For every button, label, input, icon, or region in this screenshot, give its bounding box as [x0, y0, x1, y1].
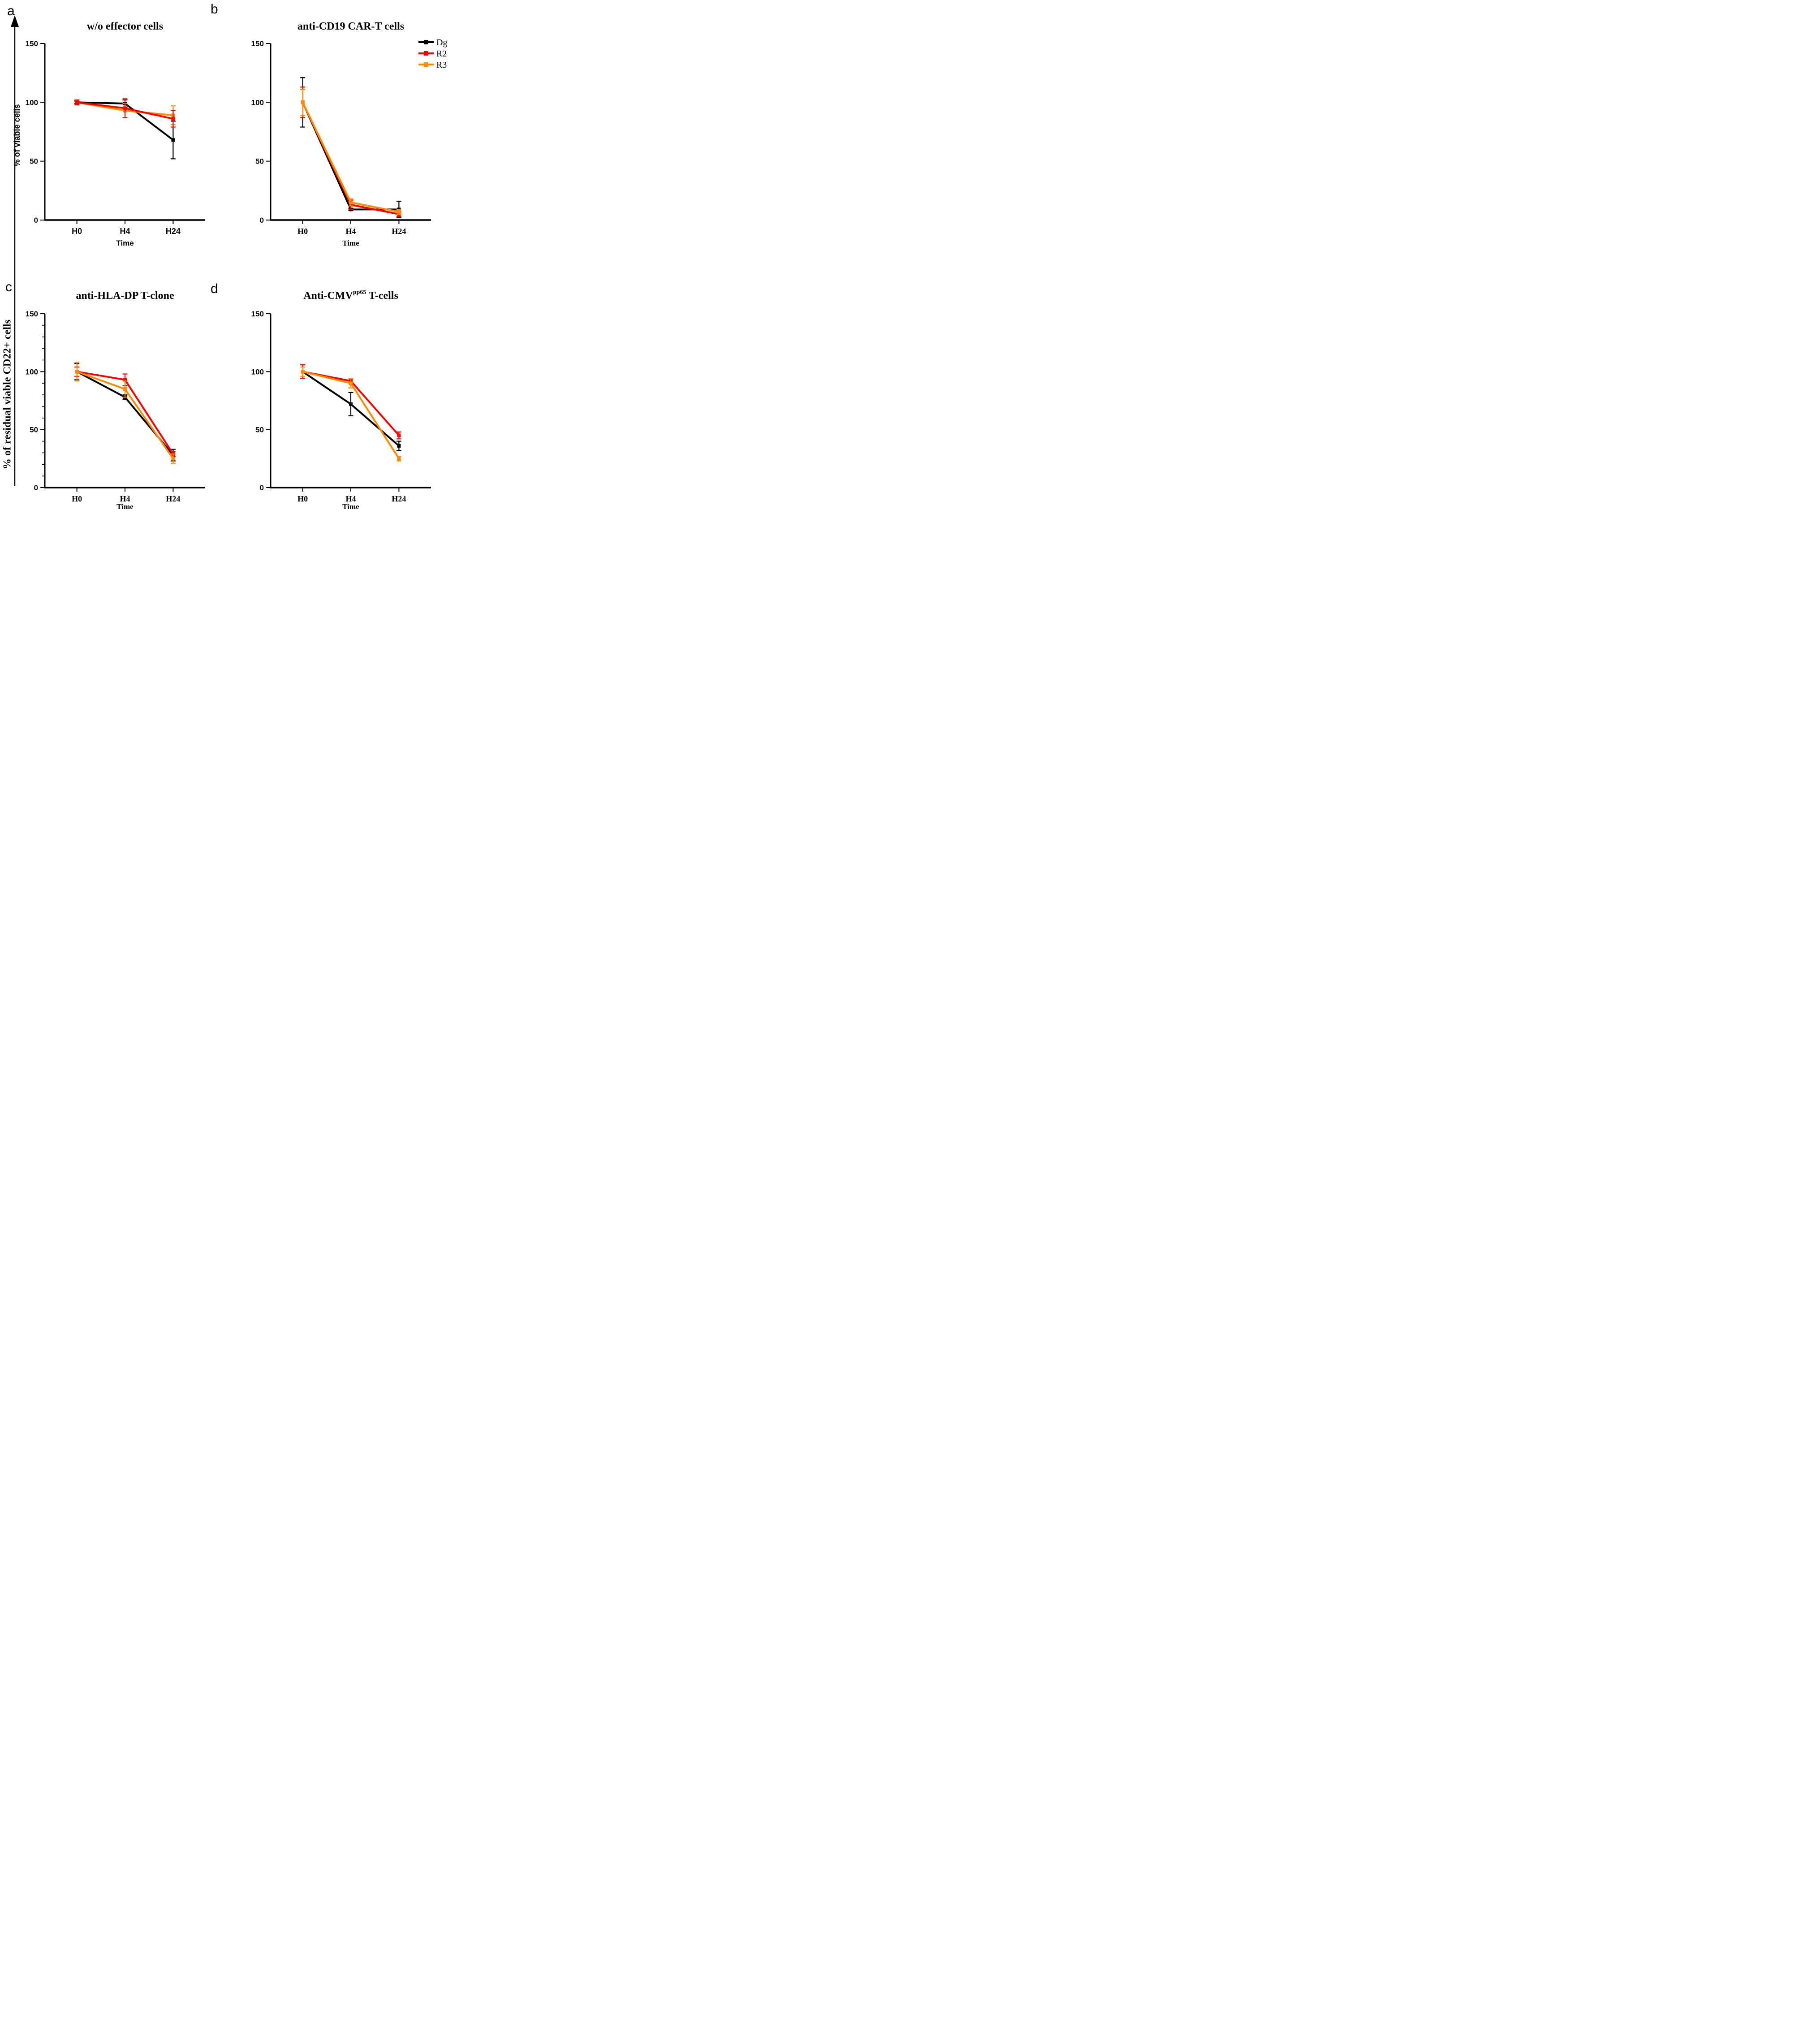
panel-b-chart: anti-CD19 CAR-T cells 0 50 100 150 H0 H4 H24 Tim…	[226, 0, 452, 255]
panel-letter-a: a	[7, 4, 15, 18]
marker-R3-H24	[397, 457, 401, 461]
chart-svg-b: anti-CD19 CAR-T cells 0 50 100 150 H0 H4 H24 Tim…	[251, 21, 448, 247]
series-Dg	[300, 77, 401, 218]
x-tick-label-H0: H0	[72, 227, 82, 236]
y-tick-label-50: 50	[255, 426, 264, 434]
y-tick-label-0: 0	[260, 484, 264, 492]
y-tick-label-0: 0	[34, 216, 38, 225]
y-tick-label-150: 150	[251, 310, 264, 318]
y-tick-label-150: 150	[26, 310, 38, 318]
y-tick-label-100: 100	[251, 98, 264, 107]
y-tick-label-50: 50	[255, 157, 264, 166]
y-tick-label-0: 0	[34, 484, 38, 492]
marker-R2-H24	[397, 433, 401, 437]
chart-svg-d: Anti-CMVpp65 T-cells 0 50 100 150 H0 H4 H24 Time	[251, 289, 431, 511]
figure-container: w/o effector cells 0 50 100 150 H0 H4 H24 Time % …	[0, 0, 452, 511]
x-axis-label: Time	[342, 239, 359, 247]
panel-letter-c: c	[5, 280, 12, 294]
series-R3	[300, 89, 401, 215]
series-line-R3	[302, 102, 399, 213]
marker-R3-H0	[75, 370, 79, 374]
chart-svg-c: anti-HLA-DP T-clone 0 50 100 150 H0 H4 H24 Time	[26, 290, 205, 511]
x-tick-label-H4: H4	[345, 494, 356, 503]
x-tick-label-H24: H24	[166, 494, 180, 503]
marker-Dg-H24	[171, 138, 175, 142]
legend-marker-R2	[424, 51, 428, 56]
legend-marker-Dg	[424, 40, 428, 44]
x-tick-label-H4: H4	[120, 227, 130, 236]
x-tick-label-H4: H4	[120, 494, 130, 503]
y-tick-label-100: 100	[251, 367, 264, 376]
x-tick-label-H24: H24	[392, 494, 406, 503]
series-R2	[74, 366, 176, 457]
y-tick-label-100: 100	[26, 98, 38, 107]
x-axis-label: Time	[116, 239, 134, 247]
marker-R3-H4	[349, 381, 353, 385]
marker-Dg-H24	[397, 444, 401, 448]
x-tick-label-H4: H4	[345, 227, 356, 236]
marker-R2-H24	[171, 117, 175, 121]
panel-a-chart: w/o effector cells 0 50 100 150 H0 H4 H24 Time % …	[0, 0, 226, 255]
shared-y-axis-label: % of residual viable CD22+ cells	[1, 320, 13, 469]
y-tick-label-100: 100	[26, 367, 38, 376]
legend-label-R2: R2	[436, 49, 447, 59]
panel-title: Anti-CMVpp65 T-cells	[303, 289, 398, 302]
x-axis-label: Time	[342, 502, 359, 511]
panel-title: anti-HLA-DP T-clone	[76, 290, 174, 302]
marker-R3-H0	[301, 100, 305, 104]
y-axis-label: % of viable cells	[13, 104, 22, 166]
legend-label-Dg: Dg	[436, 38, 447, 48]
x-tick-label-H24: H24	[166, 227, 181, 236]
panel-letter-d: d	[211, 281, 218, 296]
y-tick-label-0: 0	[260, 216, 264, 225]
x-tick-label-H0: H0	[297, 494, 308, 503]
marker-R3-H4	[123, 387, 127, 391]
marker-R3-H24	[171, 457, 175, 461]
y-tick-label-150: 150	[26, 39, 38, 48]
marker-Dg-H4	[349, 402, 353, 406]
x-tick-label-H24: H24	[392, 227, 406, 236]
series-line-Dg	[302, 102, 399, 211]
marker-R3-H24	[397, 210, 401, 214]
series-R2	[300, 86, 401, 217]
panel-letter-b: b	[211, 2, 218, 17]
marker-R3-H0	[301, 370, 305, 374]
y-tick-label-50: 50	[30, 157, 38, 166]
y-tick-label-50: 50	[30, 426, 38, 434]
series-R3	[300, 366, 401, 462]
marker-R3-H4	[349, 200, 353, 204]
panel-d-chart: Anti-CMVpp65 T-cells 0 50 100 150 H0 H4 H24 Time	[226, 255, 452, 511]
chart-svg-a: w/o effector cells 0 50 100 150 H0 H4 H24 Time % …	[13, 21, 205, 247]
series-line-R2	[302, 102, 399, 215]
marker-R2-H4	[123, 106, 127, 110]
legend-label-R3: R3	[436, 60, 447, 70]
y-tick-label-150: 150	[251, 39, 264, 48]
marker-R2-H4	[123, 378, 127, 382]
panel-c-chart: anti-HLA-DP T-clone 0 50 100 150 H0 H4 H24 Time	[0, 255, 226, 511]
marker-R2-H0	[75, 100, 79, 104]
x-axis-label: Time	[116, 502, 134, 511]
x-tick-label-H0: H0	[297, 227, 308, 236]
panel-title: anti-CD19 CAR-T cells	[297, 21, 404, 32]
legend-marker-R3	[424, 62, 428, 67]
x-tick-label-H0: H0	[72, 494, 82, 503]
series-R2	[74, 98, 176, 128]
series-R3	[74, 362, 176, 464]
panel-title: w/o effector cells	[87, 21, 163, 32]
